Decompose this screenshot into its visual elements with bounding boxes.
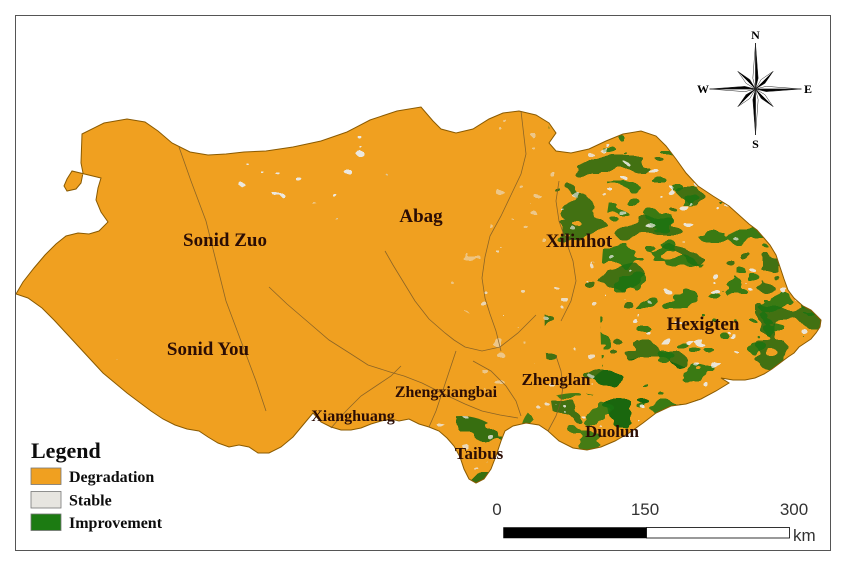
- svg-text:0: 0: [492, 500, 501, 519]
- svg-text:Abag: Abag: [399, 206, 443, 227]
- svg-text:N: N: [751, 28, 760, 42]
- svg-text:Improvement: Improvement: [69, 515, 163, 532]
- svg-text:Degradation: Degradation: [69, 469, 154, 486]
- svg-text:km: km: [793, 526, 816, 545]
- svg-text:300: 300: [780, 500, 808, 519]
- svg-text:150: 150: [631, 500, 659, 519]
- svg-text:Stable: Stable: [69, 493, 112, 510]
- svg-text:Duolun: Duolun: [585, 422, 639, 441]
- svg-text:Hexigten: Hexigten: [667, 314, 740, 335]
- svg-text:Zhenglan: Zhenglan: [522, 370, 592, 389]
- svg-text:Legend: Legend: [31, 438, 101, 463]
- svg-text:W: W: [697, 82, 709, 96]
- svg-text:Taibus: Taibus: [455, 444, 504, 463]
- svg-text:Zhengxiangbai: Zhengxiangbai: [395, 384, 498, 401]
- svg-text:S: S: [752, 137, 759, 151]
- svg-text:Xilinhot: Xilinhot: [546, 231, 613, 252]
- svg-text:Sonid You: Sonid You: [167, 339, 250, 360]
- svg-text:Xianghuang: Xianghuang: [311, 408, 395, 425]
- svg-text:Sonid Zuo: Sonid Zuo: [183, 230, 267, 251]
- svg-text:E: E: [804, 82, 812, 96]
